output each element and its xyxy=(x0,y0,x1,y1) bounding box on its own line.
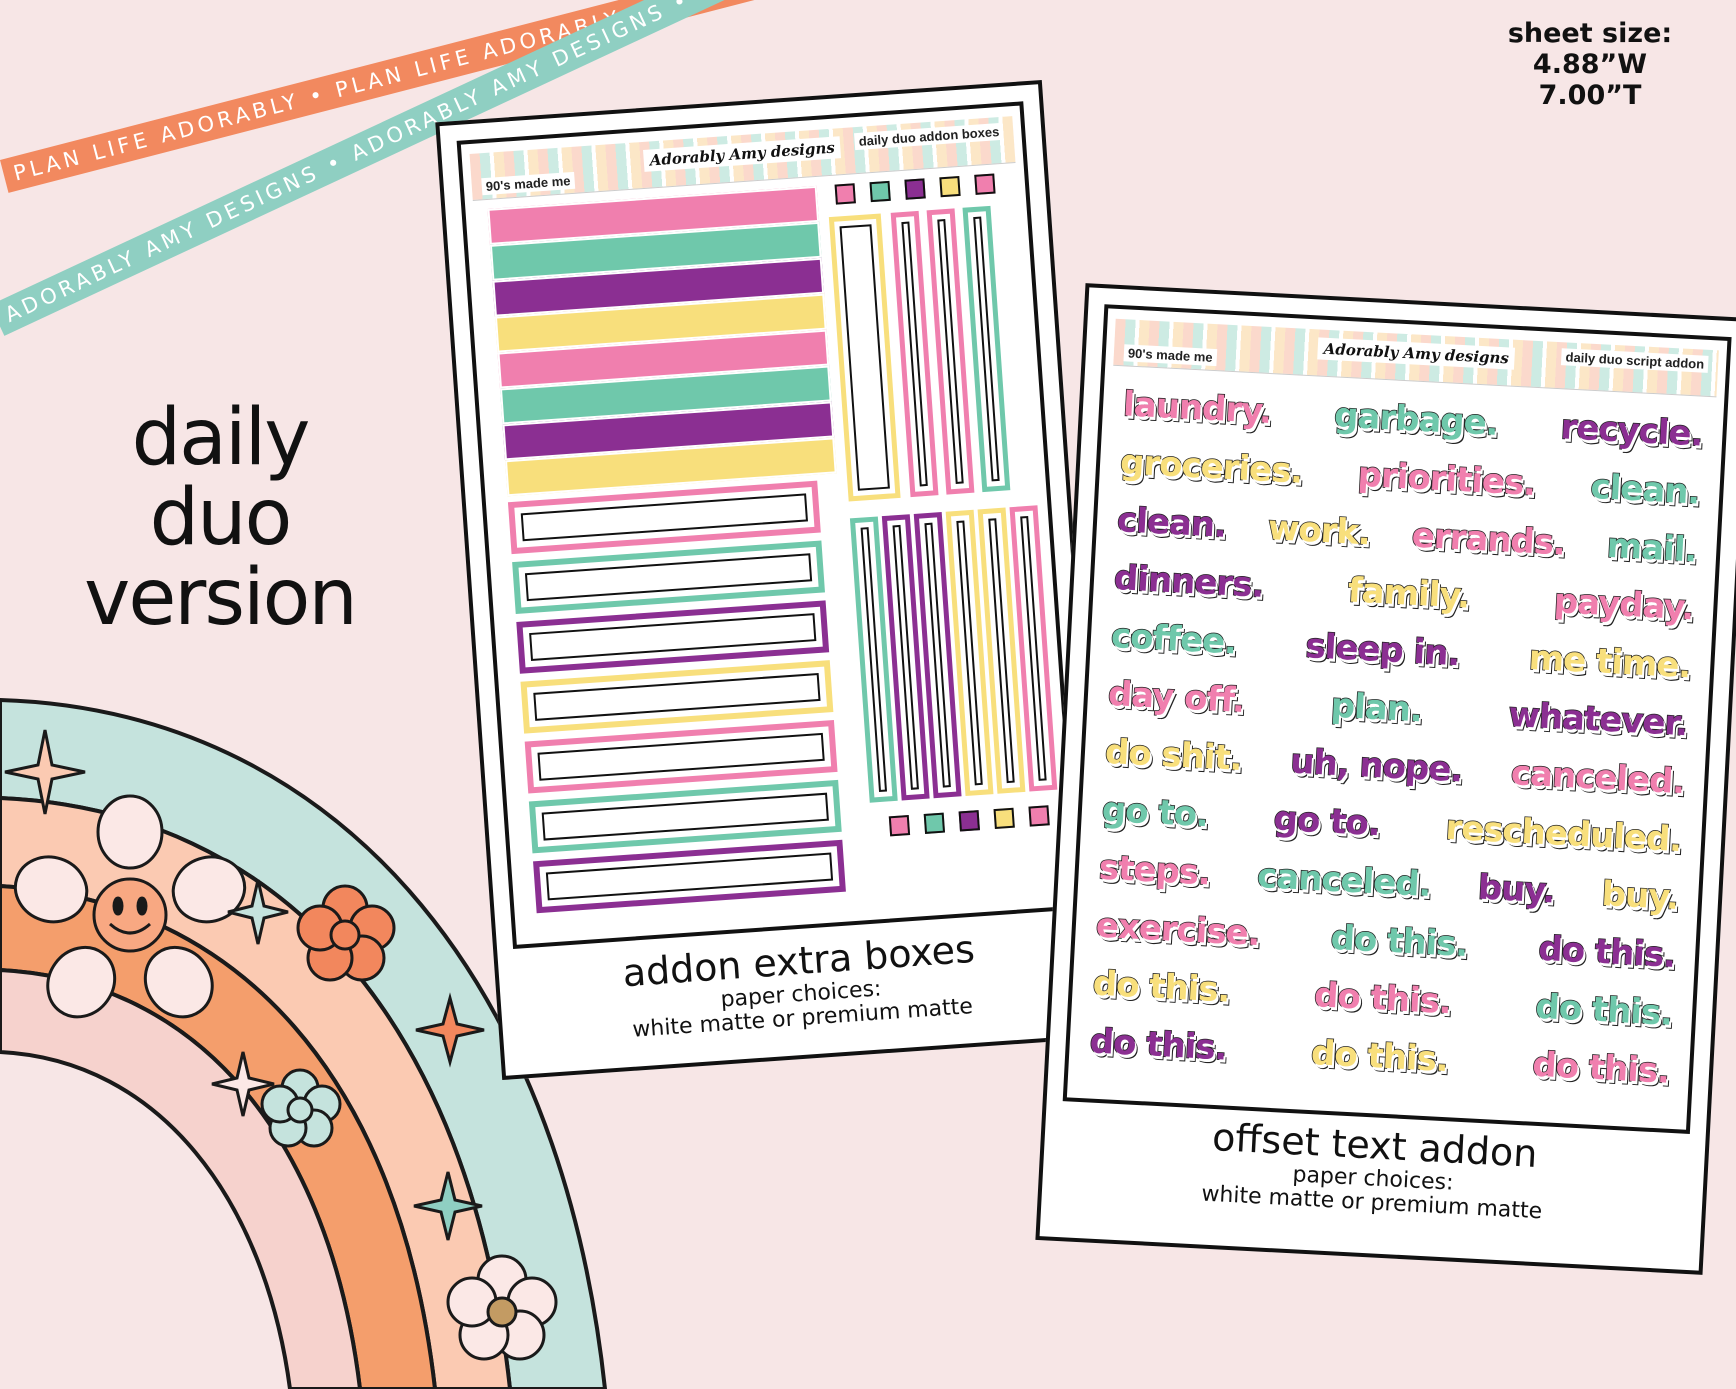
word-sticker: do this. xyxy=(1312,974,1452,1023)
sheet-size-label: sheet size: xyxy=(1507,18,1673,49)
word-sticker: day off. xyxy=(1106,673,1246,722)
word-sticker: clean. xyxy=(1115,499,1228,546)
color-square xyxy=(869,180,891,203)
color-square xyxy=(923,812,946,834)
word-sticker-grid: laundry. garbage. recycle. groceries. priori… xyxy=(1088,375,1704,1100)
version-title-line2: duo xyxy=(149,473,293,563)
vertical-box xyxy=(828,213,901,502)
color-square xyxy=(958,810,980,832)
word-sticker: me time. xyxy=(1527,637,1692,687)
sparkle-icon xyxy=(415,992,485,1068)
word-sticker: buy. xyxy=(1476,867,1556,912)
color-square xyxy=(974,173,996,195)
word-sticker: do this. xyxy=(1088,1021,1228,1070)
sheet-header: 90's made me Adorably Amy designs daily … xyxy=(469,116,1016,201)
word-sticker: buy. xyxy=(1600,873,1680,919)
word-sticker: do shit. xyxy=(1103,731,1243,780)
color-square xyxy=(939,175,961,198)
word-sticker: priorities. xyxy=(1356,454,1537,505)
word-sticker: do this. xyxy=(1091,963,1231,1012)
word-sticker: rescheduled. xyxy=(1444,807,1683,861)
color-square xyxy=(1028,805,1050,827)
word-sticker: family. xyxy=(1346,570,1471,618)
color-square xyxy=(904,178,926,200)
sparkle-icon xyxy=(211,1051,275,1117)
word-sticker: go to. xyxy=(1100,789,1210,836)
sheet-inner-frame: 90's made me Adorably Amy designs daily … xyxy=(1062,304,1732,1134)
version-title-line1: daily xyxy=(131,393,311,483)
brand-logo: Adorably Amy designs xyxy=(1317,337,1516,370)
word-sticker: do this. xyxy=(1309,1032,1449,1081)
word-sticker: do this. xyxy=(1537,928,1677,977)
word-sticker: canceled. xyxy=(1255,855,1432,906)
flower-smiley-icon xyxy=(13,794,247,1019)
word-sticker: garbage. xyxy=(1332,395,1499,445)
label-box xyxy=(533,839,846,914)
word-sticker: exercise. xyxy=(1094,905,1261,955)
word-sticker: sleep in. xyxy=(1304,625,1461,675)
word-sticker: coffee. xyxy=(1109,615,1238,663)
word-sticker: steps. xyxy=(1097,847,1211,894)
sheet-size-info: sheet size: 4.88”W 7.00”T xyxy=(1490,18,1690,111)
word-sticker: laundry. xyxy=(1121,384,1273,433)
sheet-header-left: 90's made me xyxy=(481,171,575,196)
color-square xyxy=(993,807,1015,830)
sheet-size-height: 7.00”T xyxy=(1538,80,1642,111)
version-title-line3: version xyxy=(84,553,358,643)
flower-teal-icon xyxy=(260,1068,342,1148)
word-sticker: clean. xyxy=(1589,466,1701,513)
sheet-header-right: daily duo addon boxes xyxy=(854,122,1004,151)
word-sticker: recycle. xyxy=(1559,407,1704,456)
brand-logo: Adorably Amy designs xyxy=(643,136,842,172)
color-square xyxy=(834,183,856,205)
word-sticker: work. xyxy=(1266,507,1372,554)
sticker-sheet-script-addon: 90's made me Adorably Amy designs daily … xyxy=(1035,283,1736,1275)
word-sticker: whatever. xyxy=(1507,694,1689,745)
word-sticker: mail. xyxy=(1605,525,1698,571)
version-title: daily duo version xyxy=(60,398,380,638)
rainbow-illustration xyxy=(0,697,608,1389)
color-square xyxy=(888,815,911,837)
sparkle-icon xyxy=(227,879,289,945)
sticker-sheet-addon-boxes: 90's made me Adorably Amy designs daily … xyxy=(435,79,1109,1081)
word-sticker: uh, nope. xyxy=(1289,741,1464,791)
word-sticker: plan. xyxy=(1329,685,1424,731)
sheet-size-width: 4.88”W xyxy=(1532,49,1648,80)
word-sticker: payday. xyxy=(1552,580,1695,629)
sheet-header-right: daily duo script addon xyxy=(1561,348,1709,373)
flower-white-icon xyxy=(446,1254,558,1361)
word-sticker: errands. xyxy=(1410,515,1567,564)
word-sticker: groceries. xyxy=(1118,442,1304,493)
word-sticker: go to. xyxy=(1272,798,1382,845)
word-sticker: canceled. xyxy=(1509,752,1686,803)
sparkle-icon xyxy=(4,729,86,815)
word-sticker: do this. xyxy=(1534,986,1674,1035)
sheet-inner-frame: 90's made me Adorably Amy designs daily … xyxy=(456,101,1080,949)
sheet-header-left: 90's made me xyxy=(1123,344,1218,367)
word-sticker: do this. xyxy=(1531,1044,1671,1093)
flower-coral-icon xyxy=(296,884,396,982)
word-sticker: dinners. xyxy=(1112,557,1265,606)
word-sticker: do this. xyxy=(1329,917,1469,966)
sparkle-icon xyxy=(413,1171,483,1241)
